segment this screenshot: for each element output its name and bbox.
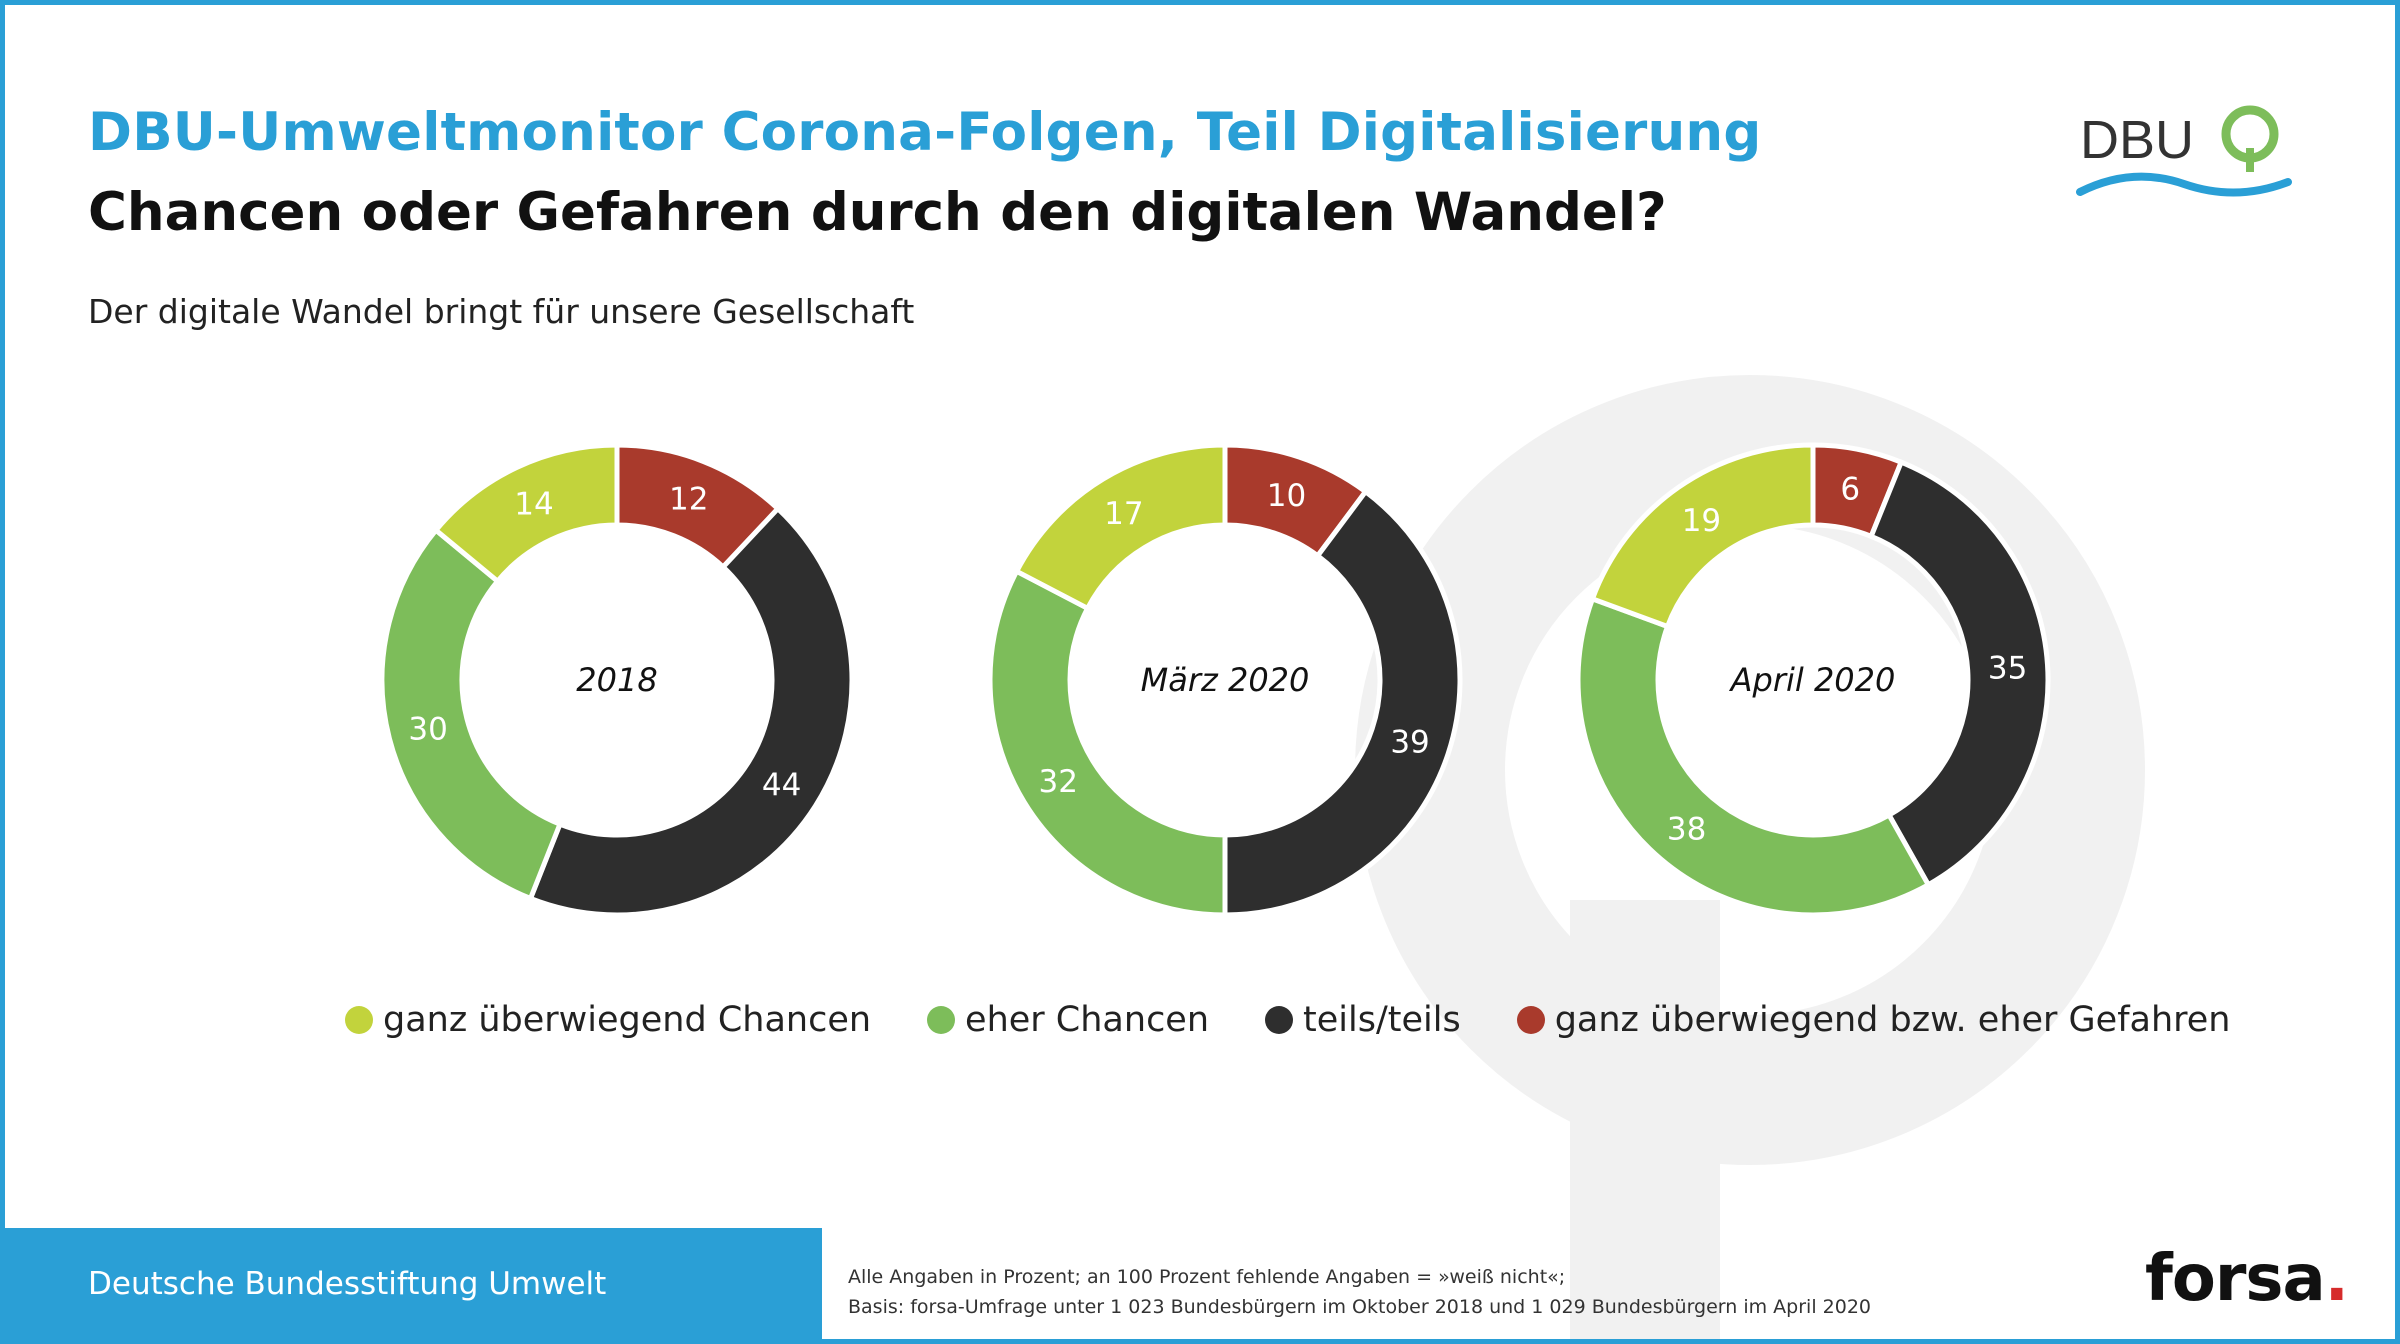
footer-organization: Deutsche Bundesstiftung Umwelt (88, 1266, 607, 1302)
data-label: 30 (408, 711, 447, 747)
data-label: 14 (514, 487, 553, 523)
donut-chart-2018: 12 44 30 14 2018 (379, 442, 855, 918)
forsa-text: forsa (2145, 1242, 2326, 1316)
legend-dot-icon (1265, 1006, 1294, 1034)
donut-center-label: 2018 (576, 661, 657, 699)
slice-eher-chancen (1575, 595, 1932, 918)
data-label: 38 (1667, 811, 1706, 847)
donut-chart-maerz-2020: 10 39 32 17 März 2020 (987, 442, 1463, 918)
slice-ganz-ueberwiegend-chancen (1013, 442, 1228, 612)
slice-ganz-ueberwiegend-chancen (1589, 442, 1816, 630)
slice-teils-teils (1222, 488, 1463, 918)
legend-label: eher Chancen (965, 1000, 1210, 1040)
legend-item-ganz-ueberwiegend-chancen: ganz überwiegend Chancen (345, 1000, 871, 1040)
page-subtitle: Chancen oder Gefahren durch den digitale… (88, 182, 1667, 243)
footnote: Alle Angaben in Prozent; an 100 Prozent … (848, 1262, 1871, 1322)
legend-item-teils-teils: teils/teils (1265, 1000, 1461, 1040)
question-text: Der digitale Wandel bringt für unsere Ge… (88, 292, 915, 331)
data-label: 12 (669, 482, 708, 518)
legend-dot-icon (1516, 1006, 1545, 1034)
slice-ganz-ueberwiegend-chancen (432, 442, 620, 585)
legend-dot-icon (927, 1006, 956, 1034)
logo-text: DBU (2080, 110, 2194, 170)
legend-label: ganz überwiegend bzw. eher Gefahren (1554, 1000, 2231, 1040)
data-label: 35 (1988, 651, 2027, 687)
slice-teils-teils (1867, 458, 2051, 889)
data-label: 19 (1682, 503, 1721, 539)
forsa-dot: . (2324, 1242, 2349, 1316)
donut-chart-april-2020: 6 35 38 19 April 2020 (1575, 442, 2051, 918)
tree-icon (2221, 105, 2279, 172)
data-label: 32 (1039, 764, 1078, 800)
footnote-line-1: Alle Angaben in Prozent; an 100 Prozent … (848, 1266, 1566, 1288)
slice-teils-teils (527, 505, 855, 918)
slice-eher-chancen (987, 567, 1228, 918)
legend-item-eher-chancen: eher Chancen (927, 1000, 1209, 1040)
page-title: DBU-Umweltmonitor Corona-Folgen, Teil Di… (88, 102, 1762, 163)
footnote-line-2: Basis: forsa-Umfrage unter 1 023 Bundesb… (848, 1296, 1872, 1318)
slice-eher-chancen (379, 526, 564, 902)
legend-label: teils/teils (1303, 1000, 1461, 1040)
donut-center-label: März 2020 (1141, 661, 1310, 699)
forsa-logo: forsa. (2145, 1242, 2349, 1316)
legend-label: ganz überwiegend Chancen (383, 1000, 872, 1040)
footer-band (0, 1228, 822, 1344)
data-label: 17 (1104, 496, 1143, 532)
legend-dot-icon (345, 1006, 373, 1034)
legend-item-ganz-ueberwiegend-bzw-eher-gefahren: ganz überwiegend bzw. eher Gefahren (1516, 1000, 2231, 1040)
data-label: 39 (1390, 724, 1429, 760)
data-label: 10 (1267, 478, 1306, 514)
chart-legend: ganz überwiegend Chancen eher Chancen teil… (345, 1000, 2231, 1040)
data-label: 6 (1840, 472, 1860, 508)
wave-icon (2076, 172, 2292, 197)
dbu-logo: DBU (2076, 105, 2292, 197)
data-label: 44 (762, 767, 801, 803)
donut-center-label: April 2020 (1729, 661, 1896, 699)
